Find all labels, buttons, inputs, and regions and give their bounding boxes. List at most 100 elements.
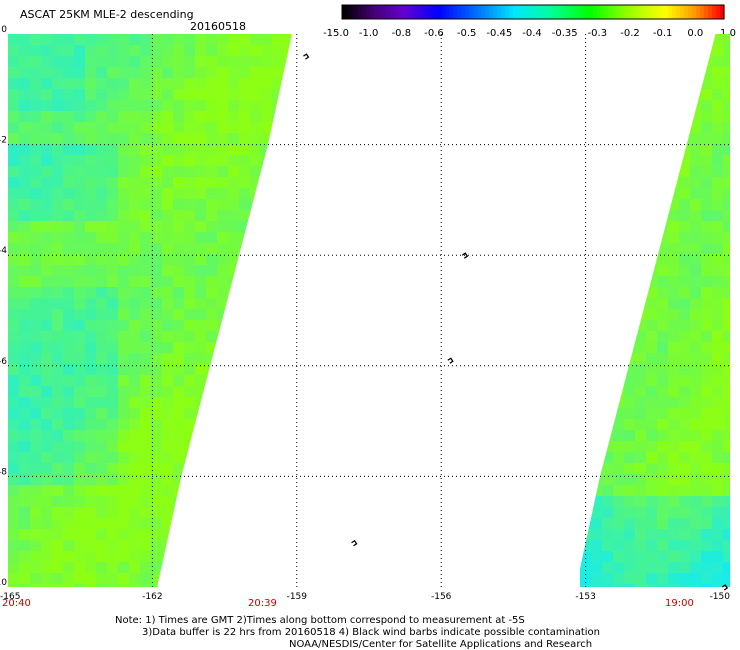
colorbar-segment	[664, 5, 669, 19]
field-cell	[712, 287, 724, 299]
field-cell	[690, 210, 702, 222]
field-cell	[272, 199, 284, 211]
field-cell	[580, 408, 592, 420]
field-cell	[74, 397, 86, 409]
field-cell	[723, 463, 730, 475]
field-cell	[118, 441, 130, 453]
field-cell	[195, 111, 207, 123]
field-cell	[206, 463, 218, 475]
field-cell	[613, 353, 625, 365]
field-cell	[261, 34, 273, 46]
field-cell	[657, 309, 669, 321]
field-cell	[690, 430, 702, 442]
field-cell	[261, 210, 273, 222]
field-cell	[151, 397, 163, 409]
field-cell	[41, 551, 53, 563]
field-cell	[613, 166, 625, 178]
field-cell	[250, 320, 262, 332]
field-cell	[63, 474, 75, 486]
field-cell	[140, 518, 152, 530]
field-cell	[294, 320, 306, 332]
field-cell	[129, 573, 141, 585]
field-cell	[272, 342, 284, 354]
field-cell	[30, 221, 42, 233]
field-cell	[679, 122, 691, 134]
field-cell	[206, 430, 218, 442]
field-cell	[591, 331, 603, 343]
field-cell	[602, 573, 614, 585]
field-cell	[217, 551, 229, 563]
field-cell	[107, 507, 119, 519]
field-cell	[85, 507, 97, 519]
field-cell	[668, 584, 680, 587]
field-cell	[74, 221, 86, 233]
field-cell	[679, 210, 691, 222]
field-cell	[96, 562, 108, 574]
field-cell	[701, 144, 713, 156]
field-cell	[294, 496, 306, 508]
field-cell	[217, 342, 229, 354]
field-cell	[8, 89, 20, 101]
field-cell	[19, 232, 31, 244]
colorbar-segment	[529, 5, 534, 19]
field-cell	[701, 67, 713, 79]
field-cell	[129, 265, 141, 277]
field-cell	[591, 254, 603, 266]
colorbar-segment	[481, 5, 486, 19]
field-cell	[30, 45, 42, 57]
field-cell	[690, 122, 702, 134]
field-cell	[250, 529, 262, 541]
field-cell	[646, 485, 658, 497]
field-cell	[151, 67, 163, 79]
field-cell	[96, 254, 108, 266]
field-cell	[118, 551, 130, 563]
field-cell	[701, 287, 713, 299]
field-cell	[173, 397, 185, 409]
field-cell	[41, 397, 53, 409]
field-cell	[8, 166, 20, 178]
field-cell	[624, 34, 636, 46]
colorbar-segment	[509, 5, 514, 19]
field-cell	[96, 100, 108, 112]
field-cell	[184, 408, 196, 420]
field-cell	[52, 419, 64, 431]
field-cell	[624, 243, 636, 255]
field-cell	[8, 584, 20, 587]
field-cell	[96, 265, 108, 277]
field-cell	[228, 408, 240, 420]
field-cell	[184, 375, 196, 387]
field-cell	[118, 177, 130, 189]
field-cell	[239, 331, 251, 343]
colorbar-segment	[533, 5, 538, 19]
field-cell	[41, 485, 53, 497]
field-cell	[19, 573, 31, 585]
field-cell	[19, 221, 31, 233]
field-cell	[96, 199, 108, 211]
field-cell	[195, 298, 207, 310]
field-cell	[580, 210, 592, 222]
colorbar-segment	[568, 5, 574, 19]
field-cell	[195, 540, 207, 552]
field-cell	[41, 221, 53, 233]
field-cell	[52, 276, 64, 288]
x-tick-label: -153	[575, 592, 595, 602]
field-cell	[30, 166, 42, 178]
field-cell	[19, 144, 31, 156]
field-cell	[19, 441, 31, 453]
field-cell	[591, 518, 603, 530]
field-cell	[19, 276, 31, 288]
field-cell	[635, 386, 647, 398]
field-cell	[19, 408, 31, 420]
field-cell	[701, 133, 713, 145]
field-cell	[30, 56, 42, 68]
field-cell	[272, 166, 284, 178]
field-cell	[41, 34, 53, 46]
field-cell	[162, 397, 174, 409]
field-cell	[96, 419, 108, 431]
field-cell	[184, 166, 196, 178]
field-cell	[118, 45, 130, 57]
field-cell	[624, 210, 636, 222]
field-cell	[162, 573, 174, 585]
field-cell	[272, 34, 284, 46]
field-cell	[96, 540, 108, 552]
